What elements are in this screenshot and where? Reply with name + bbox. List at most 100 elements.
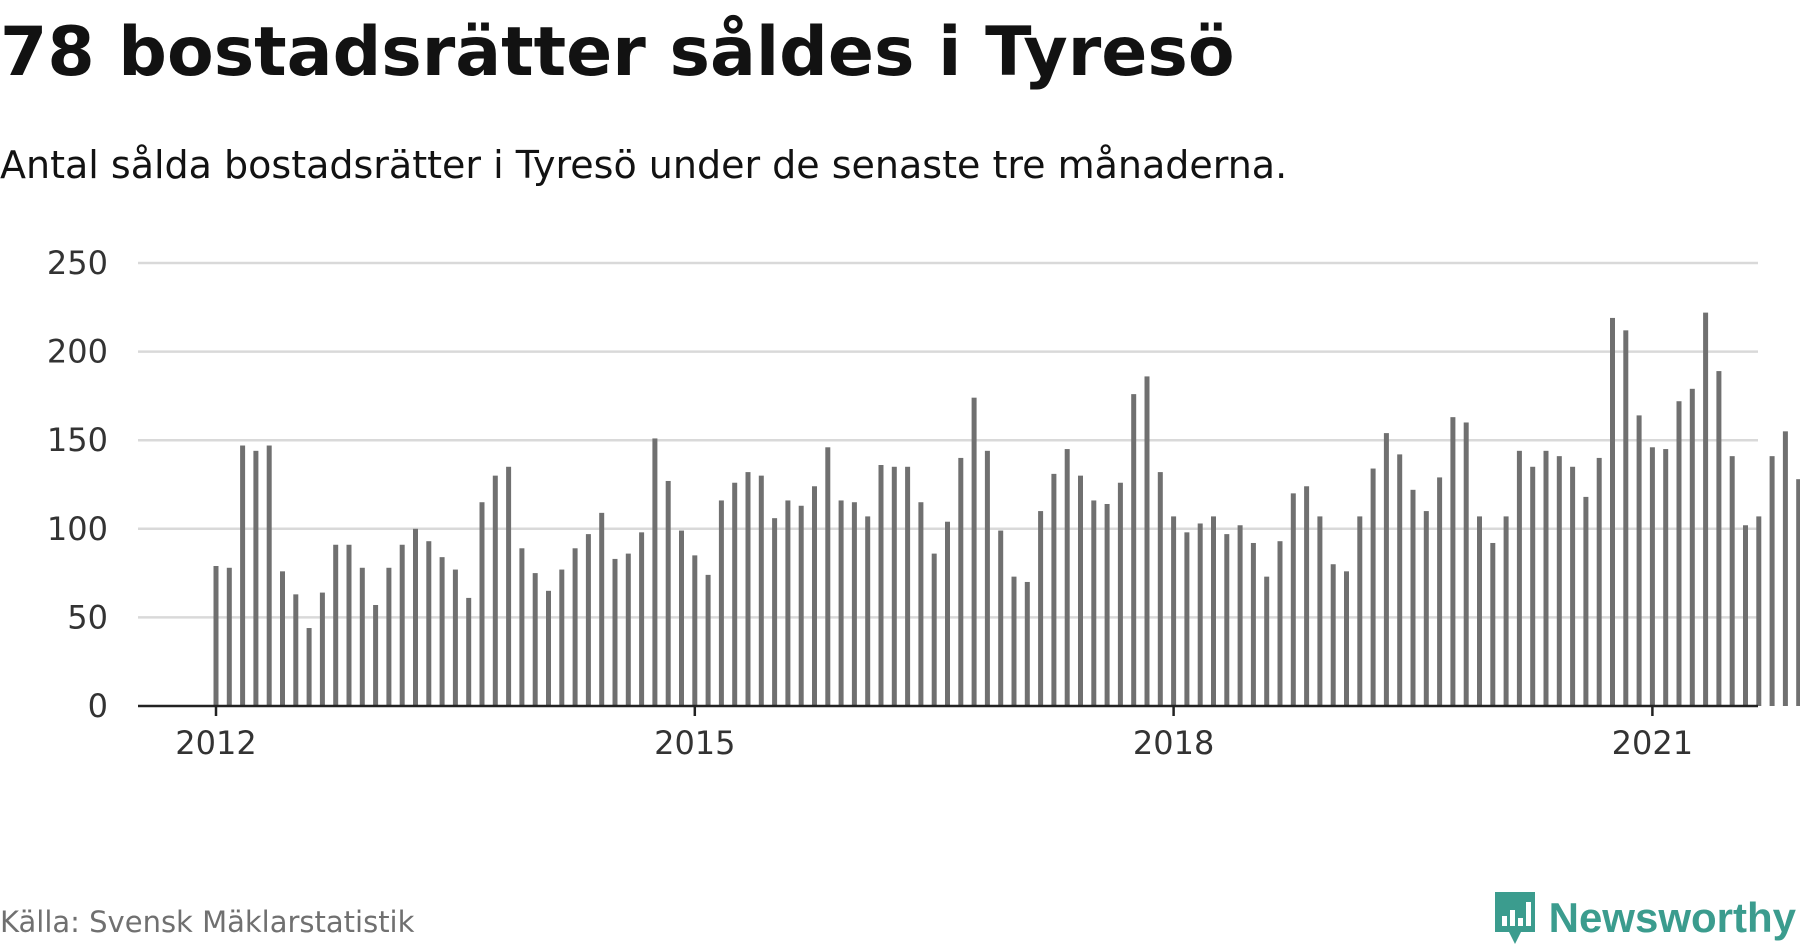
x-tick-label: 2021 [1612,724,1693,762]
bar [413,528,418,706]
bar [1570,466,1576,706]
bar [226,567,232,706]
bar [1370,468,1376,706]
bar [758,475,764,706]
bar [546,590,551,706]
bar [1144,376,1150,706]
bar [1437,477,1443,706]
bar [931,553,937,706]
bar [333,544,339,706]
bar [253,450,259,706]
bar [984,450,990,706]
bar [452,569,458,706]
bar [1676,401,1682,706]
bar [1756,516,1762,706]
bar [971,397,977,706]
bar [359,567,365,706]
bar [1503,516,1509,706]
x-tick-label: 2015 [654,724,735,762]
bar [1250,542,1256,706]
y-axis-ticks: 0 50 100 150 200 250 [47,244,108,725]
bar [865,516,871,706]
bar [1237,525,1243,706]
bar [1157,472,1163,706]
bar [1317,516,1323,706]
bar [213,566,219,706]
bar [1543,450,1549,706]
bar [1078,475,1083,706]
bar [506,466,512,706]
bar [280,571,285,706]
y-tick-label: 0 [88,687,108,725]
y-tick-label: 100 [47,510,108,548]
y-tick-label: 150 [47,421,108,459]
bar [1277,541,1283,706]
bar [1477,516,1482,706]
bar [1091,500,1097,706]
bar [745,472,751,706]
bar [1782,431,1788,706]
bar [1583,496,1589,706]
bar [466,597,472,706]
bar [1304,486,1310,706]
bar [399,544,405,706]
bar [1117,482,1123,706]
bar [1649,447,1655,706]
bar [492,475,498,706]
bar [1703,312,1709,706]
bar [1184,532,1190,706]
bar [945,521,950,706]
bar [1397,454,1403,706]
bar [1636,415,1642,706]
bar [1211,516,1216,706]
bar [1410,489,1416,706]
bar [1330,564,1336,706]
bar [439,557,445,706]
chart-subtitle: Antal sålda bostadsrätter i Tyresö under… [0,143,1288,187]
newsworthy-logo[interactable]: Newsworthy [1491,888,1796,948]
bar [1490,542,1496,706]
bar [1171,516,1177,706]
bar [1131,394,1137,706]
bar [639,532,645,706]
bar [798,505,804,706]
bar [1344,571,1349,706]
bar [1663,449,1669,706]
bar [1024,581,1030,706]
bar [1264,576,1270,706]
bars [213,312,1800,706]
bar [838,500,844,706]
bar [559,569,565,706]
bar [612,558,618,706]
bar [998,530,1004,706]
bar [1104,503,1110,706]
source-note: Källa: Svensk Mäklarstatistik [0,905,415,939]
bar [679,530,684,706]
bar [1290,493,1296,706]
bar [319,592,325,706]
x-tick-label: 2012 [175,724,256,762]
bar [479,502,485,706]
y-tick-label: 250 [47,244,108,282]
bar [293,594,299,706]
bar [785,500,791,706]
bar [1530,466,1536,706]
chart-title: 78 bostadsrätter såldes i Tyresö [0,13,1235,92]
bar [958,457,964,706]
logo-text: Newsworthy [1548,894,1796,941]
bar [1743,525,1748,706]
bar [1357,516,1363,706]
bar [585,534,591,706]
bar [1516,450,1522,706]
bar [891,466,897,706]
bar [426,541,432,706]
bar [1610,317,1615,706]
bar [665,480,671,706]
bar [1197,523,1203,706]
bar [1038,511,1044,706]
bar [572,548,578,706]
bar [1729,456,1735,706]
bar [1051,473,1057,706]
bar [705,574,711,706]
